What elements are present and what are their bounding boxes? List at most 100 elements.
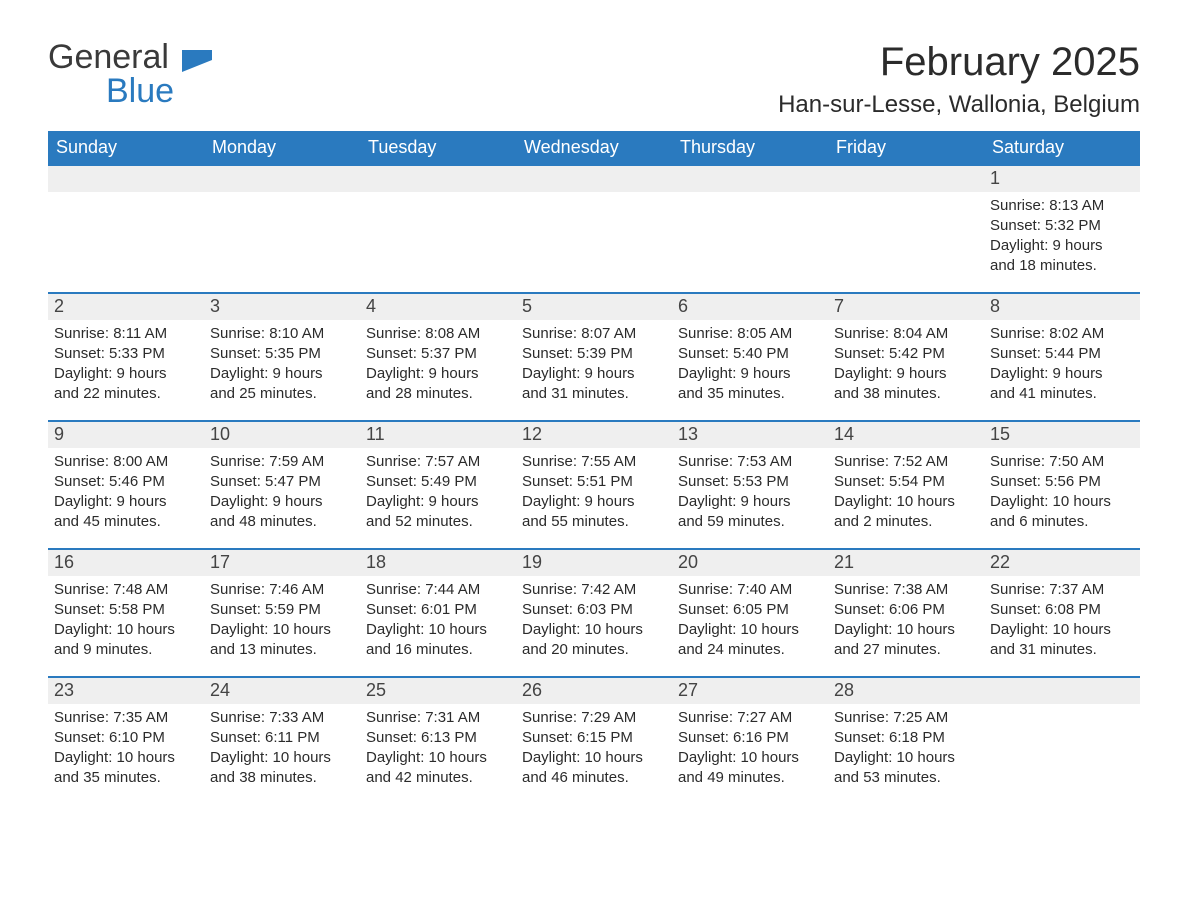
calendar-week: ......1Sunrise: 8:13 AMSunset: 5:32 PMDa… [48, 164, 1140, 292]
cell-line-sunrise: Sunrise: 7:52 AM [834, 452, 978, 472]
cell-line-daylight1: Daylight: 9 hours [54, 492, 198, 512]
cell-line-sunrise: Sunrise: 7:48 AM [54, 580, 198, 600]
cell-line-daylight1: Daylight: 10 hours [834, 620, 978, 640]
calendar-cell: 21Sunrise: 7:38 AMSunset: 6:06 PMDayligh… [828, 548, 984, 676]
calendar-cell: 22Sunrise: 7:37 AMSunset: 6:08 PMDayligh… [984, 548, 1140, 676]
day-number: . [516, 164, 672, 192]
cell-body: Sunrise: 8:08 AMSunset: 5:37 PMDaylight:… [360, 320, 516, 415]
calendar-week: 16Sunrise: 7:48 AMSunset: 5:58 PMDayligh… [48, 548, 1140, 676]
cell-line-sunrise: Sunrise: 7:50 AM [990, 452, 1134, 472]
header: General Blue February 2025 Han-sur-Lesse… [48, 40, 1140, 119]
cell-line-daylight2: and 53 minutes. [834, 768, 978, 788]
day-number: 9 [48, 420, 204, 448]
weekday-header: Friday [828, 131, 984, 164]
cell-line-sunset: Sunset: 5:59 PM [210, 600, 354, 620]
cell-body: Sunrise: 8:13 AMSunset: 5:32 PMDaylight:… [984, 192, 1140, 287]
cell-line-sunrise: Sunrise: 8:08 AM [366, 324, 510, 344]
cell-line-sunrise: Sunrise: 7:37 AM [990, 580, 1134, 600]
cell-line-daylight2: and 45 minutes. [54, 512, 198, 532]
calendar-cell: . [360, 164, 516, 292]
cell-line-daylight1: Daylight: 10 hours [990, 620, 1134, 640]
cell-body: Sunrise: 7:57 AMSunset: 5:49 PMDaylight:… [360, 448, 516, 543]
cell-line-daylight2: and 9 minutes. [54, 640, 198, 660]
day-number: . [360, 164, 516, 192]
day-number: 19 [516, 548, 672, 576]
cell-line-daylight1: Daylight: 10 hours [834, 748, 978, 768]
cell-line-sunrise: Sunrise: 7:53 AM [678, 452, 822, 472]
calendar-cell: 6Sunrise: 8:05 AMSunset: 5:40 PMDaylight… [672, 292, 828, 420]
calendar-cell: 9Sunrise: 8:00 AMSunset: 5:46 PMDaylight… [48, 420, 204, 548]
day-number: 20 [672, 548, 828, 576]
cell-line-daylight2: and 42 minutes. [366, 768, 510, 788]
calendar-cell: 12Sunrise: 7:55 AMSunset: 5:51 PMDayligh… [516, 420, 672, 548]
weekday-header: Monday [204, 131, 360, 164]
cell-line-daylight1: Daylight: 10 hours [54, 620, 198, 640]
day-number: 5 [516, 292, 672, 320]
calendar-week: 23Sunrise: 7:35 AMSunset: 6:10 PMDayligh… [48, 676, 1140, 804]
cell-line-sunset: Sunset: 5:49 PM [366, 472, 510, 492]
cell-line-daylight1: Daylight: 10 hours [210, 620, 354, 640]
cell-line-sunset: Sunset: 6:13 PM [366, 728, 510, 748]
day-number: 24 [204, 676, 360, 704]
day-number: 1 [984, 164, 1140, 192]
location: Han-sur-Lesse, Wallonia, Belgium [778, 91, 1140, 119]
day-number: 13 [672, 420, 828, 448]
weekday-header: Tuesday [360, 131, 516, 164]
cell-body: Sunrise: 7:44 AMSunset: 6:01 PMDaylight:… [360, 576, 516, 671]
cell-line-daylight1: Daylight: 10 hours [210, 748, 354, 768]
cell-body: Sunrise: 7:25 AMSunset: 6:18 PMDaylight:… [828, 704, 984, 799]
cell-line-sunset: Sunset: 5:58 PM [54, 600, 198, 620]
cell-body: Sunrise: 7:50 AMSunset: 5:56 PMDaylight:… [984, 448, 1140, 543]
calendar-cell: 11Sunrise: 7:57 AMSunset: 5:49 PMDayligh… [360, 420, 516, 548]
cell-body [48, 192, 204, 206]
cell-line-daylight2: and 28 minutes. [366, 384, 510, 404]
title-block: February 2025 Han-sur-Lesse, Wallonia, B… [778, 40, 1140, 119]
cell-line-sunset: Sunset: 6:06 PM [834, 600, 978, 620]
cell-line-daylight2: and 55 minutes. [522, 512, 666, 532]
cell-line-sunset: Sunset: 5:33 PM [54, 344, 198, 364]
cell-line-daylight1: Daylight: 10 hours [678, 620, 822, 640]
logo: General Blue [48, 40, 216, 108]
cell-line-sunset: Sunset: 5:32 PM [990, 216, 1134, 236]
calendar-cell: 1Sunrise: 8:13 AMSunset: 5:32 PMDaylight… [984, 164, 1140, 292]
cell-line-sunrise: Sunrise: 8:13 AM [990, 196, 1134, 216]
cell-line-daylight1: Daylight: 10 hours [366, 748, 510, 768]
cell-body: Sunrise: 7:37 AMSunset: 6:08 PMDaylight:… [984, 576, 1140, 671]
cell-line-daylight2: and 22 minutes. [54, 384, 198, 404]
day-number: 4 [360, 292, 516, 320]
day-number: 2 [48, 292, 204, 320]
cell-body: Sunrise: 7:46 AMSunset: 5:59 PMDaylight:… [204, 576, 360, 671]
cell-line-daylight1: Daylight: 9 hours [210, 364, 354, 384]
calendar-cell: . [516, 164, 672, 292]
calendar-cell: . [828, 164, 984, 292]
calendar-cell: 23Sunrise: 7:35 AMSunset: 6:10 PMDayligh… [48, 676, 204, 804]
cell-line-daylight1: Daylight: 9 hours [210, 492, 354, 512]
cell-body [672, 192, 828, 206]
day-number: 3 [204, 292, 360, 320]
cell-line-sunset: Sunset: 6:18 PM [834, 728, 978, 748]
day-number: 15 [984, 420, 1140, 448]
cell-line-sunrise: Sunrise: 7:31 AM [366, 708, 510, 728]
weekday-header: Thursday [672, 131, 828, 164]
cell-line-daylight1: Daylight: 10 hours [54, 748, 198, 768]
cell-line-daylight2: and 27 minutes. [834, 640, 978, 660]
cell-line-daylight2: and 31 minutes. [990, 640, 1134, 660]
day-number: 25 [360, 676, 516, 704]
cell-line-sunset: Sunset: 5:53 PM [678, 472, 822, 492]
day-number: 16 [48, 548, 204, 576]
weekday-header: Saturday [984, 131, 1140, 164]
calendar-cell: 10Sunrise: 7:59 AMSunset: 5:47 PMDayligh… [204, 420, 360, 548]
calendar-cell: 14Sunrise: 7:52 AMSunset: 5:54 PMDayligh… [828, 420, 984, 548]
logo-blue: Blue [106, 74, 216, 108]
cell-line-sunrise: Sunrise: 7:57 AM [366, 452, 510, 472]
calendar-cell: 7Sunrise: 8:04 AMSunset: 5:42 PMDaylight… [828, 292, 984, 420]
cell-body: Sunrise: 8:11 AMSunset: 5:33 PMDaylight:… [48, 320, 204, 415]
calendar-cell: . [672, 164, 828, 292]
cell-line-sunrise: Sunrise: 7:35 AM [54, 708, 198, 728]
cell-line-sunset: Sunset: 6:10 PM [54, 728, 198, 748]
calendar-cell: 8Sunrise: 8:02 AMSunset: 5:44 PMDaylight… [984, 292, 1140, 420]
cell-line-daylight2: and 20 minutes. [522, 640, 666, 660]
cell-body [204, 192, 360, 206]
calendar-week: 9Sunrise: 8:00 AMSunset: 5:46 PMDaylight… [48, 420, 1140, 548]
cell-line-sunrise: Sunrise: 7:55 AM [522, 452, 666, 472]
